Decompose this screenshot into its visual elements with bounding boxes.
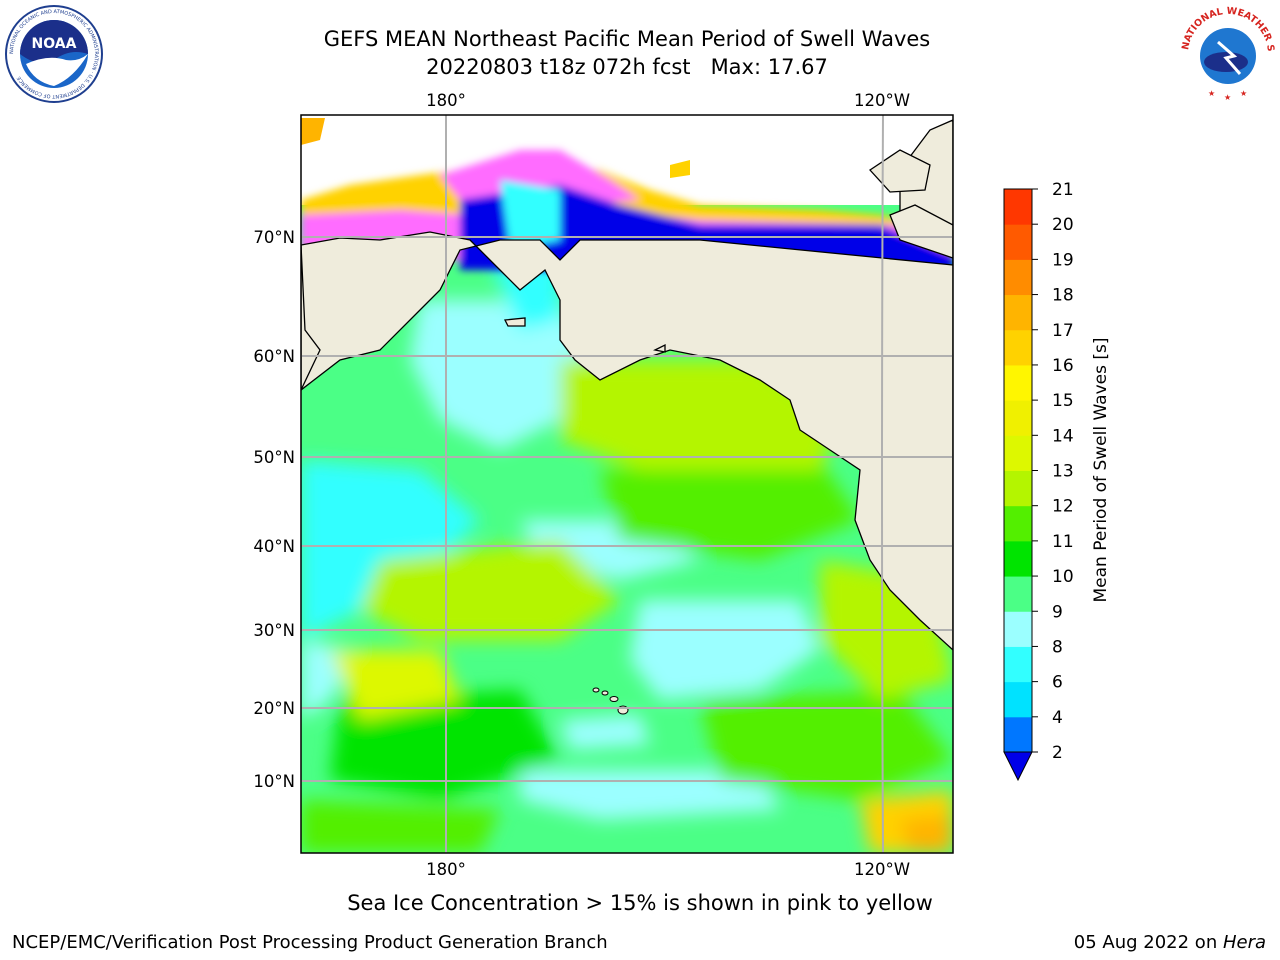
- colorbar-tick-label: 18: [1052, 286, 1074, 306]
- colorbar-tick-label: 20: [1052, 215, 1074, 235]
- lat-label: 20°N: [253, 699, 295, 718]
- bottom-lon-label: 120°W: [854, 860, 910, 879]
- top-lon-label: 180°: [426, 91, 466, 110]
- colorbar-tick-label: 8: [1052, 637, 1063, 657]
- colorbar-tick-label: 6: [1052, 673, 1063, 693]
- footer-host: Hera: [1222, 932, 1266, 953]
- nws-logo: NATIONAL WEATHER SERVICE ★ ★ ★: [1178, 4, 1276, 102]
- bottom-lon-label: 180°: [426, 860, 466, 879]
- colorbar-tick-label: 16: [1052, 356, 1074, 376]
- graticule: [301, 115, 953, 853]
- title-line-1: GEFS MEAN Northeast Pacific Mean Period …: [323, 27, 931, 51]
- footer-date-text: 05 Aug 2022 on: [1073, 932, 1223, 953]
- colorbar-label: Mean Period of Swell Waves [s]: [1091, 338, 1111, 603]
- top-lon-label: 120°W: [854, 91, 910, 110]
- colorbar-tick-label: 17: [1052, 321, 1074, 341]
- colorbar-block: [1004, 716, 1032, 753]
- colorbar-tick-label: 15: [1052, 391, 1074, 411]
- sea-ice-note: Sea Ice Concentration > 15% is shown in …: [347, 891, 933, 915]
- lat-label: 10°N: [253, 772, 295, 791]
- svg-text:★: ★: [1240, 89, 1247, 98]
- colorbar-block: [1004, 576, 1032, 612]
- colorbar-extend-triangle: [1003, 751, 1033, 782]
- svg-text:★: ★: [1224, 93, 1231, 102]
- colorbar-tick-label: 13: [1052, 462, 1074, 482]
- colorbar-block: [1004, 646, 1032, 683]
- lat-label: 50°N: [253, 448, 295, 467]
- noaa-logo: NATIONAL OCEANIC AND ATMOSPHERIC ADMINIS…: [5, 5, 103, 103]
- footer-branch: NCEP/EMC/Verification Post Processing Pr…: [12, 932, 608, 953]
- land-mask: [301, 119, 953, 651]
- colorbar-tick-label: 12: [1052, 497, 1074, 517]
- title-line-2: 20220803 t18z 072h fcst Max: 17.67: [426, 55, 828, 79]
- colorbar-tick-label: 19: [1052, 250, 1074, 270]
- colorbar-block: [1004, 189, 1032, 225]
- colorbar-block: [1004, 540, 1032, 577]
- colorbar-tick-label: 11: [1052, 532, 1074, 552]
- colorbar-block: [1004, 364, 1032, 401]
- map-frame: [300, 114, 954, 854]
- colorbar-block: [1004, 435, 1032, 471]
- colorbar-block: [1004, 400, 1032, 436]
- colorbar-tick-label: 4: [1052, 708, 1063, 728]
- swell-period-field: [301, 115, 953, 853]
- colorbar-block: [1004, 505, 1032, 542]
- colorbar-block: [1004, 259, 1032, 296]
- hawaii-islands: [592, 687, 629, 715]
- colorbar-block: [1004, 470, 1032, 507]
- svg-text:★: ★: [1208, 89, 1215, 98]
- colorbar-tick-label: 2: [1052, 743, 1063, 763]
- colorbar-block: [1004, 681, 1032, 718]
- lat-label: 30°N: [253, 621, 295, 640]
- colorbar-tick-label: 21: [1052, 180, 1074, 200]
- colorbar-block: [1004, 611, 1032, 647]
- colorbar-tick-label: 10: [1052, 567, 1074, 587]
- lat-label: 60°N: [253, 347, 295, 366]
- colorbar-tick-label: 14: [1052, 426, 1074, 446]
- footer-date: 05 Aug 2022 on Hera: [1074, 932, 1266, 953]
- colorbar-block: [1004, 224, 1032, 260]
- colorbar-block: [1004, 294, 1032, 331]
- svg-text:NOAA: NOAA: [32, 36, 77, 52]
- lat-label: 40°N: [253, 537, 295, 556]
- colorbar-block: [1004, 329, 1032, 366]
- colorbar-tick-label: 9: [1052, 602, 1063, 622]
- lat-label: 70°N: [253, 228, 295, 247]
